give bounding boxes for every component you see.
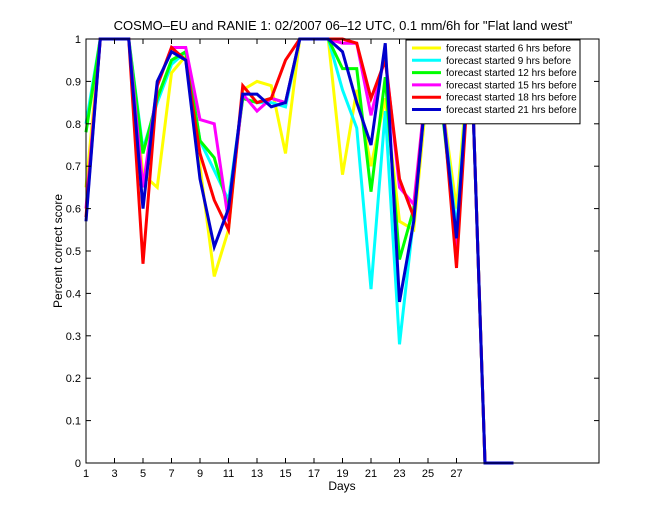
legend-label: forecast started 18 hrs before: [446, 93, 577, 104]
x-tick-label: 19: [336, 468, 348, 480]
y-tick-label: 0.5: [66, 246, 81, 258]
y-tick-label: 0.8: [66, 119, 81, 131]
x-tick-label: 7: [168, 468, 174, 480]
x-tick-label: 23: [393, 468, 405, 480]
y-tick-label: 0.4: [66, 288, 81, 300]
y-tick-label: 0.2: [66, 373, 81, 385]
legend-label: forecast started 21 hrs before: [446, 105, 577, 116]
x-tick-label: 3: [111, 468, 117, 480]
y-tick-label: 0.1: [66, 416, 81, 428]
x-tick-label: 9: [197, 468, 203, 480]
y-tick-label: 0.3: [66, 331, 81, 343]
legend-label: forecast started 12 hrs before: [446, 68, 577, 79]
y-axis-title: Percent correct score: [51, 194, 65, 308]
x-tick-label: 13: [251, 468, 263, 480]
x-tick-label: 15: [279, 468, 291, 480]
x-tick-label: 25: [422, 468, 434, 480]
y-tick-label: 0.7: [66, 161, 81, 173]
x-tick-label: 11: [223, 468, 234, 480]
chart-title: COSMO–EU and RANIE 1: 02/2007 06–12 UTC,…: [114, 18, 573, 33]
y-tick-label: 0.6: [66, 204, 81, 216]
y-axis: 0 0.1 0.2 0.3 0.4 0.5 0.6 0.7 0.8 0.9 1: [66, 34, 599, 470]
legend-label: forecast started 9 hrs before: [446, 56, 572, 67]
x-tick-label: 21: [365, 468, 377, 480]
x-axis-title: Days: [328, 479, 355, 493]
legend-label: forecast started 15 hrs before: [446, 80, 577, 91]
x-tick-label: 27: [450, 468, 462, 480]
y-tick-label: 1: [75, 34, 81, 46]
x-tick-label: 17: [308, 468, 320, 480]
x-tick-label: 1: [83, 468, 89, 480]
y-tick-label: 0: [75, 458, 81, 470]
y-tick-label: 0.9: [66, 76, 81, 88]
x-axis: 1 3 5 7 9 11 13 15 17 19 21 23 25 27: [83, 39, 463, 480]
legend-label: forecast started 6 hrs before: [446, 44, 572, 55]
x-tick-label: 5: [140, 468, 146, 480]
